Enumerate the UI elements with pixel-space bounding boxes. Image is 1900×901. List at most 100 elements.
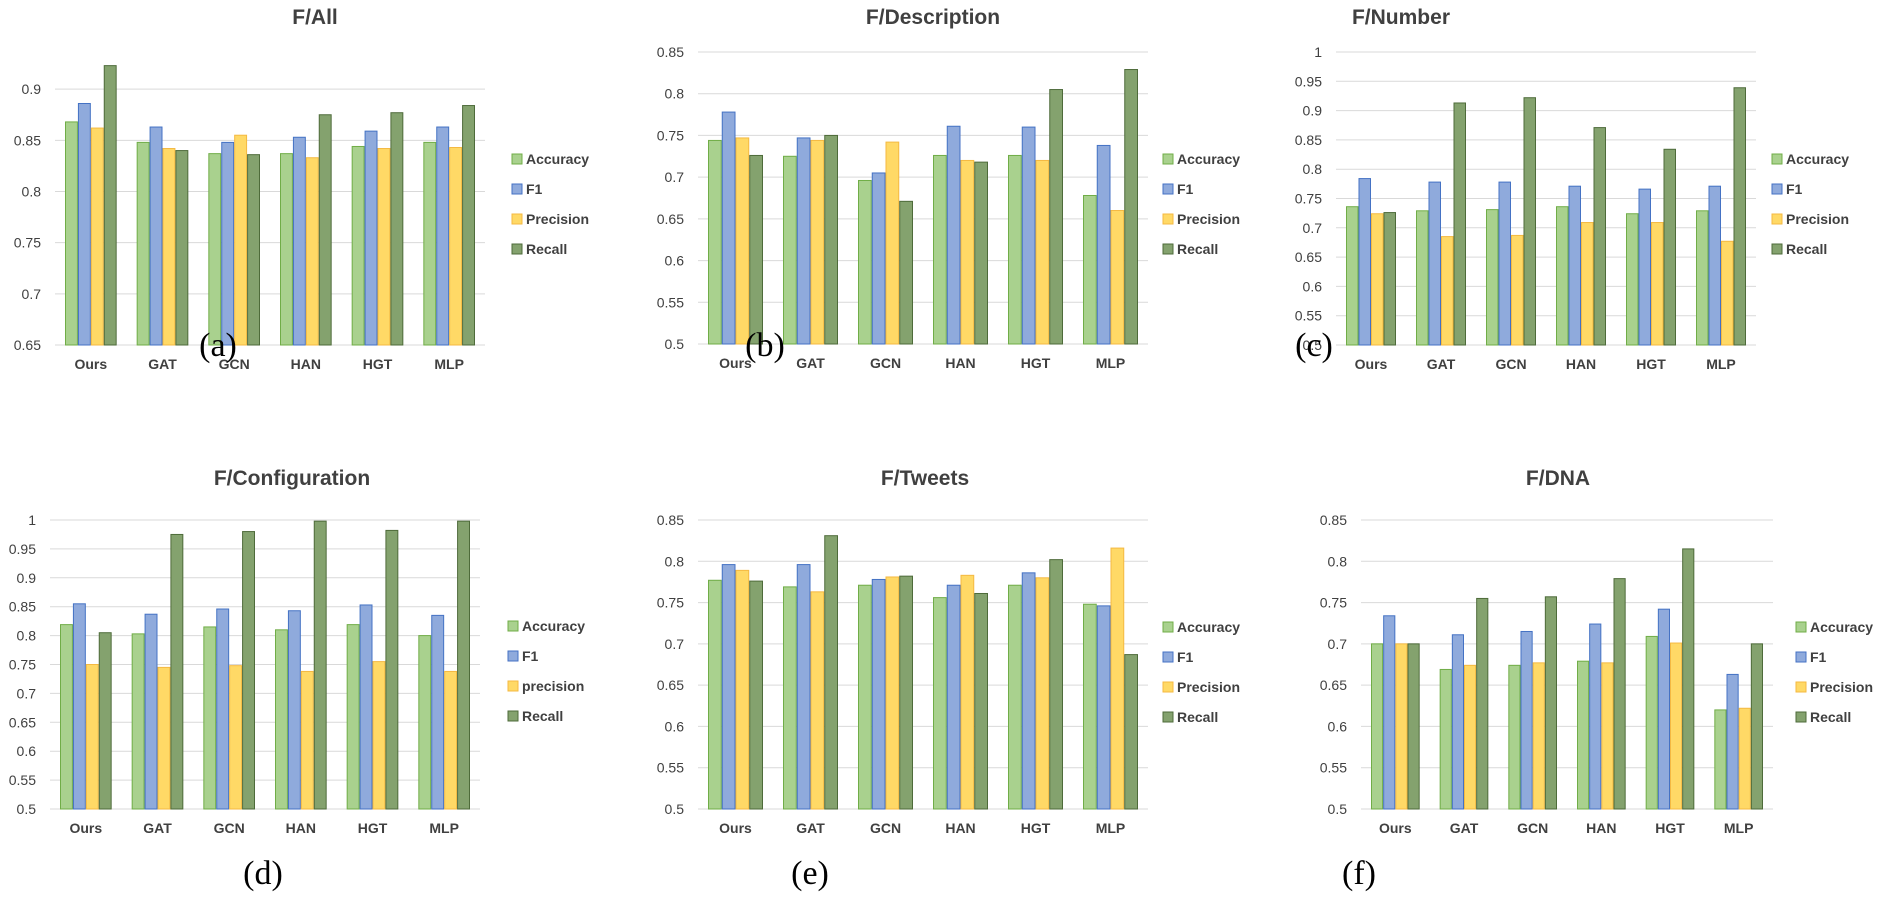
y-tick-label: 0.6 [1303,278,1323,294]
y-tick-label: 0.75 [9,657,36,673]
bar-f1 [721,564,736,810]
bar-accuracy [423,141,437,346]
legend-label: Precision [1177,211,1240,227]
legend-label: F1 [1810,649,1827,665]
y-tick-label: 0.6 [1328,718,1348,734]
bar-recall [824,134,838,345]
y-tick-label: 0.85 [657,44,684,60]
bar-recall [1663,148,1676,346]
bar-recall [1593,127,1606,346]
x-tick-label: MLP [1724,820,1754,836]
bar-recall [247,154,260,346]
legend-swatch-f1 [1795,651,1807,663]
bar-recall [457,520,471,810]
legend-swatch-precision [1771,213,1783,225]
bar-f1 [77,102,91,346]
chart-a: F/All 0.65 0.7 0.75 0.8 0.85 0.9 Ours GAT GCN HAN H… [14,6,590,372]
bar-recall [385,529,399,810]
x-tick-label: HGT [358,820,388,836]
x-tick-label: GCN [1495,356,1526,372]
y-tick-label: 0.65 [9,714,36,730]
bar-precision [372,661,386,810]
bar-precision [1532,662,1545,810]
y-tick-label: 0.6 [665,718,685,734]
y-tick-label: 0.85 [657,512,684,528]
x-tick-label: GCN [870,820,901,836]
chart-b: F/Description 0.5 0.55 0.6 0.65 0.7 0.75 0.8 0.8… [657,6,1241,371]
legend-label: Precision [1810,679,1873,695]
x-tick-label: GAT [1450,820,1479,836]
legend-swatch-f1 [1162,651,1174,663]
bar-recall [170,533,184,810]
bar-precision [1110,547,1125,810]
bar-precision [1395,643,1408,810]
legend-label: Recall [526,241,567,257]
bar-recall [242,531,255,810]
bar-precision [162,148,176,346]
x-tick-label: MLP [1096,355,1126,371]
x-tick-label: HGT [1636,356,1666,372]
bar-f1 [946,125,961,345]
y-tick-label: 0.55 [1295,308,1322,324]
x-tick-label: GAT [148,356,177,372]
x-tick-label: GCN [219,356,250,372]
y-tick-label: 0.7 [22,286,42,302]
y-tick-label: 0.75 [657,127,684,143]
y-tick-label: 0.9 [1303,103,1323,119]
bar-accuracy [208,153,222,346]
x-tick-label: Ours [1379,820,1412,836]
chart-panel-c: F/Number 0.5 0.55 0.6 0.65 0.7 0.75 0.8 0.85 0.9 0… [1266,0,1900,450]
bar-accuracy [1486,209,1499,346]
bar-accuracy [1714,709,1727,810]
bar-recall [1124,69,1138,345]
bar-f1 [359,604,373,810]
bar-accuracy [131,633,145,810]
bar-precision [1035,159,1050,345]
chart-panel-a: F/All 0.65 0.7 0.75 0.8 0.85 0.9 Ours GAT GCN HAN H… [0,0,633,450]
bar-f1 [1657,608,1671,810]
legend-swatch-f1 [1162,183,1174,195]
chart-e: F/Tweets 0.5 0.55 0.6 0.65 0.7 0.75 0.8 0.85 Ours… [657,467,1241,836]
y-tick-label: 0.7 [17,685,37,701]
chart-f: F/DNA 0.5 0.55 0.6 0.65 0.7 0.75 0.8 0.85 Ours GAT… [1320,467,1874,836]
legend-label: Accuracy [1177,619,1240,635]
chart-title: F/Configuration [214,467,370,490]
bar-f1 [946,584,961,810]
bar-f1 [287,610,301,810]
y-tick-label: 0.6 [17,743,37,759]
bar-f1 [1498,181,1511,346]
bar-recall [103,65,117,346]
bar-precision [810,591,825,810]
legend-swatch-precision [1162,213,1174,225]
y-tick-label: 0.65 [14,337,41,353]
x-tick-label: HAN [291,356,321,372]
bar-accuracy [1577,660,1590,810]
y-tick-label: 1 [1314,44,1322,60]
legend-label: precision [522,678,584,694]
y-tick-label: 0.5 [17,801,37,817]
bar-accuracy [275,629,288,810]
legend-label: Accuracy [522,618,585,634]
bar-accuracy [1083,603,1097,810]
y-tick-label: 0.85 [14,132,41,148]
caption-a: (a) [199,327,237,364]
bar-accuracy [1645,635,1658,810]
y-tick-label: 0.6 [665,253,685,269]
caption-b: (b) [745,327,785,364]
bar-accuracy [858,584,872,810]
bar-precision [1441,236,1454,346]
bar-recall [1613,578,1626,810]
bar-precision [1371,213,1384,346]
y-tick-label: 0.5 [665,801,685,817]
bar-recall [974,161,988,345]
y-tick-label: 0.85 [9,599,36,615]
legend-label: F1 [1786,181,1803,197]
x-tick-label: GCN [1517,820,1548,836]
legend-label: Precision [526,211,589,227]
x-tick-label: MLP [1706,356,1736,372]
bar-accuracy [858,179,872,345]
bar-recall [1476,597,1489,810]
legend-swatch-recall [507,710,519,722]
x-tick-label: MLP [1096,820,1126,836]
y-tick-label: 0.65 [1295,249,1322,265]
